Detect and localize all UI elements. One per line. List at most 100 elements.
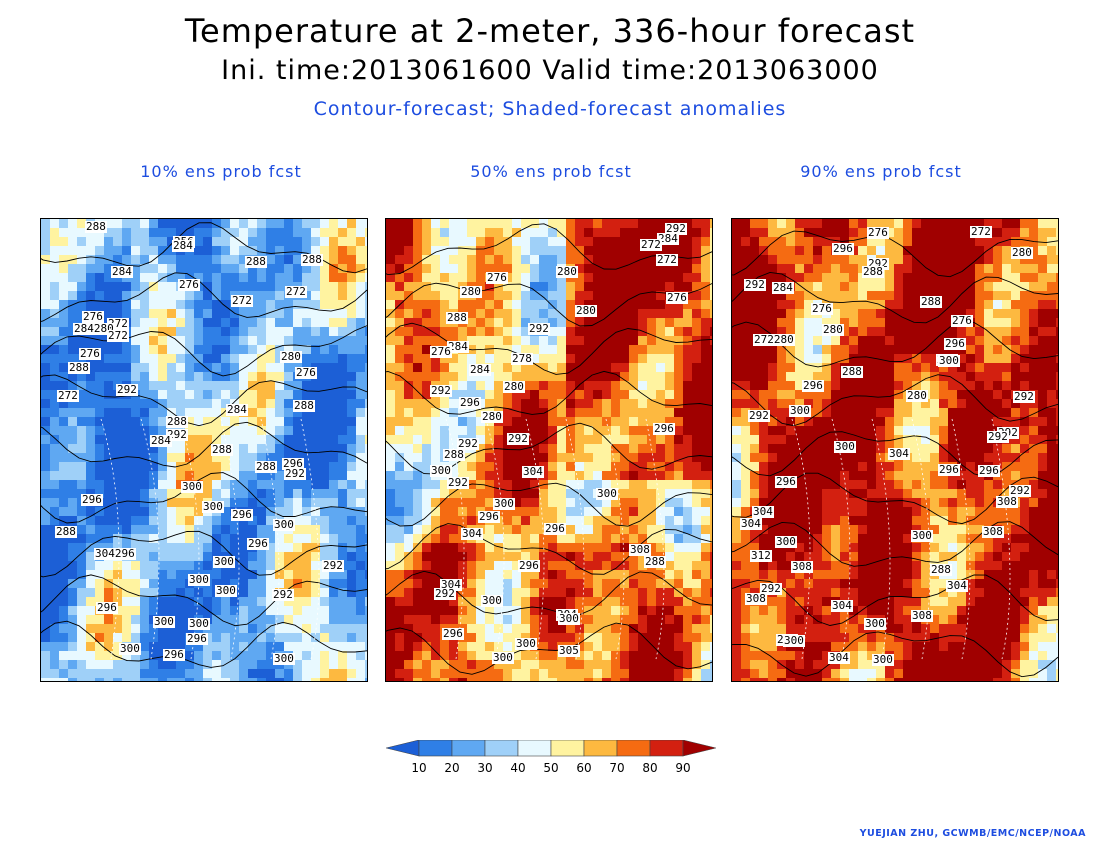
contour-label: 276 [82, 310, 104, 323]
contour-label: 284 [226, 403, 248, 416]
contour-line [386, 482, 712, 527]
contour-label: 276 [430, 345, 452, 358]
contour-label: 300 [213, 555, 235, 568]
contour-label: 296 [978, 464, 1000, 477]
contour-label: 300 [188, 573, 210, 586]
map-shading [386, 219, 712, 681]
boundary-line [260, 418, 280, 660]
colorbar-swatch [484, 740, 519, 757]
contour-label: 272 [970, 225, 992, 238]
contour-label: 296 [944, 337, 966, 350]
credit-text: YUEJIAN ZHU, GCWMB/EMC/NCEP/NOAA [859, 828, 1086, 839]
contour-label: 308 [996, 495, 1018, 508]
contour-label: 296 [653, 422, 675, 435]
contour-line [41, 574, 367, 627]
contour-label: 292 [116, 383, 138, 396]
contour-label: 280 [822, 323, 844, 336]
contour-label: 304 [740, 517, 762, 530]
contour-label: 284 [469, 363, 491, 376]
map-panel-10: 2882562842882882842762722722762722842802… [40, 218, 368, 682]
contour-label: 288 [841, 365, 863, 378]
contour-label: 284280 [73, 322, 115, 335]
contour-label: 292 [507, 432, 529, 445]
contour-label: 272 [57, 389, 79, 402]
contour-label: 296 [478, 510, 500, 523]
contour-label: 296 [802, 379, 824, 392]
contour-label: 296 [96, 601, 118, 614]
contour-label: 272280 [753, 333, 795, 346]
boundary-line [300, 418, 320, 660]
contour-label: 288 [211, 443, 233, 456]
contour-label: 280 [280, 350, 302, 363]
contour-label: 300 [273, 652, 295, 665]
boundary-line [645, 418, 665, 660]
contour-label: 296 [775, 475, 797, 488]
contour-label: 292 [430, 384, 452, 397]
boundary-line [605, 418, 625, 660]
colorbar-swatch [550, 740, 585, 757]
boundary-line [991, 418, 1011, 660]
contour-label: 304 [831, 599, 853, 612]
contour-label: 284 [447, 340, 469, 353]
contour-line [41, 620, 367, 668]
colorbar-tick-label: 70 [609, 761, 624, 775]
contour-label: 304 [752, 505, 774, 518]
contour-line [732, 631, 1058, 678]
contour-label: 284 [111, 265, 133, 278]
contour-line [386, 322, 712, 375]
contour-label: 296 [163, 648, 185, 661]
contour-line [386, 622, 712, 675]
contour-label: 292 [744, 278, 766, 291]
map-panel-50: 292 284 272 272 280 276 280 276 280 288 292 284 276 2… [385, 218, 713, 682]
contour-label: 296 [282, 457, 304, 470]
contour-label: 300 [558, 612, 580, 625]
contour-line [41, 374, 367, 427]
colorbar-swatch [386, 740, 420, 757]
contour-label: 305 [558, 644, 580, 657]
colorbar-swatch [649, 740, 684, 757]
colorbar-swatch [616, 740, 651, 757]
contour-label: 300 [273, 518, 295, 531]
contour-label: 288 [255, 460, 277, 473]
contour-label: 296 [518, 559, 540, 572]
boundary-line [220, 418, 240, 660]
contour-label: 296 [832, 242, 854, 255]
contour-label: 304296 [94, 547, 136, 560]
contour-label: 300 [188, 617, 210, 630]
contour-label: 300 [481, 594, 503, 607]
contour-label: 288 [644, 555, 666, 568]
contour-label: 276 [79, 347, 101, 360]
description-subtitle: Contour-forecast; Shaded-forecast anomal… [313, 98, 787, 120]
contour-line [732, 230, 1058, 278]
contour-label: 288 [446, 311, 468, 324]
contour-label: 296 [938, 463, 960, 476]
chart-title: Temperature at 2-meter, 336-hour forecas… [184, 12, 916, 50]
colorbar-tick-label: 90 [675, 761, 690, 775]
contour-label: 292 [748, 409, 770, 422]
colorbar-tick-label: 50 [543, 761, 558, 775]
contour-label: 300 [775, 535, 797, 548]
contour-line [732, 431, 1058, 478]
contour-label: 300 [911, 529, 933, 542]
contour-label: 300 [515, 637, 537, 650]
contour-label: 280 [906, 389, 928, 402]
contour-label: 276 [178, 278, 200, 291]
contour-label: 292 [987, 430, 1009, 443]
contour-line [732, 472, 1058, 525]
contour-label: 300 [872, 653, 894, 666]
contour-label: 288 [245, 255, 267, 268]
contour-label: 292 [1009, 484, 1031, 497]
contour-label: 300 [938, 354, 960, 367]
contour-line [41, 421, 367, 468]
contour-label: 308 [911, 609, 933, 622]
contour-label: 284 [657, 232, 679, 245]
contour-line [41, 472, 367, 524]
contour-label: 276 [666, 291, 688, 304]
contour-label: 288 [166, 415, 188, 428]
boundary-line [140, 418, 160, 660]
contour-label: 304 [888, 447, 910, 460]
contour-line [732, 271, 1058, 324]
contour-label: 300 [783, 634, 805, 647]
contour-label: 284 [772, 281, 794, 294]
contour-label: 288 [301, 253, 323, 266]
